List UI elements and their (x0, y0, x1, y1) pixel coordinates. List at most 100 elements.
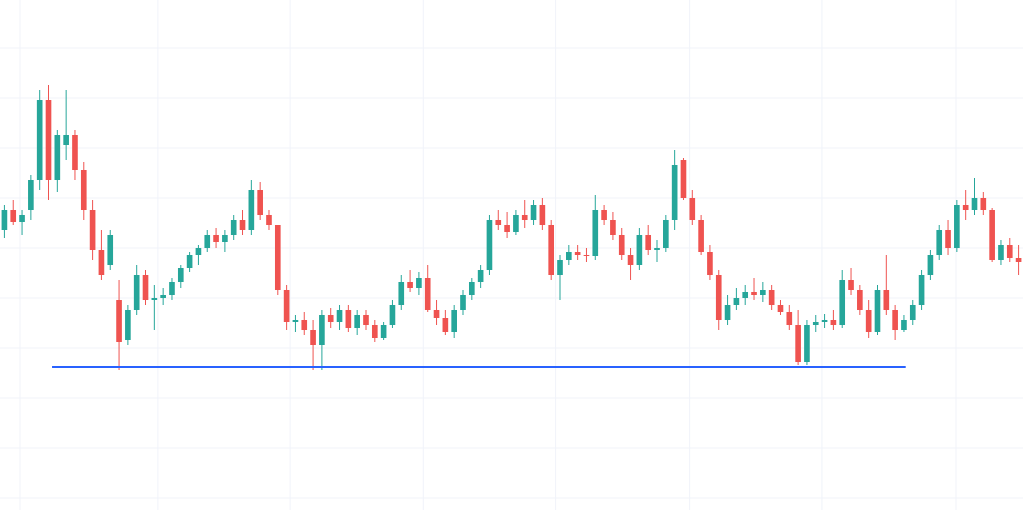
candle-body (698, 220, 704, 252)
candle-body (1015, 258, 1022, 262)
candle-body (636, 235, 643, 265)
candle-body (442, 318, 449, 332)
candle-body (45, 100, 52, 180)
candle-body (345, 310, 352, 328)
candle-body (310, 330, 316, 345)
candle-body (28, 180, 34, 210)
candle-body (116, 300, 122, 342)
candle-body (80, 170, 87, 210)
candle-body (918, 275, 925, 305)
candle-body (954, 205, 960, 248)
candle-body (980, 198, 987, 210)
candle-body (989, 210, 995, 260)
candle-body (151, 298, 158, 300)
candle-body (610, 220, 616, 235)
candle-body (19, 215, 25, 222)
candle-body (486, 220, 493, 270)
candle-body (301, 320, 308, 330)
candle-body (760, 290, 766, 295)
candle-body (618, 235, 625, 255)
candle-body (363, 315, 369, 325)
candle-body (936, 230, 943, 255)
candle-body (574, 252, 581, 255)
candle-body (795, 325, 801, 362)
candle-body (998, 245, 1004, 260)
candle-body (186, 255, 193, 268)
candle-body (63, 135, 69, 145)
candle-body (548, 225, 555, 275)
candle-body (460, 295, 466, 310)
candle-body (557, 260, 563, 275)
candle-body (971, 198, 978, 210)
candle-body (812, 322, 819, 325)
candle-body (398, 282, 405, 305)
candle-body (36, 100, 43, 180)
candle-body (671, 165, 678, 220)
candle-body (371, 325, 378, 338)
candle-body (380, 325, 387, 338)
candle-body (513, 215, 519, 232)
candle-body (477, 270, 484, 282)
candle-body (874, 290, 881, 332)
candle-body (133, 275, 140, 310)
candle-body (451, 310, 457, 332)
candle-body (89, 210, 96, 250)
candle-body (592, 210, 599, 256)
candle-body (433, 310, 440, 318)
candle-body (327, 315, 334, 322)
candle-body (733, 298, 740, 305)
candle-body (319, 315, 325, 345)
candle-body (786, 312, 793, 325)
candle-body (204, 235, 211, 248)
candle-body (865, 310, 872, 332)
candle-body (504, 225, 510, 232)
candle-body (901, 320, 907, 330)
candle-body (213, 235, 219, 242)
candle-body (1006, 245, 1013, 258)
candle-body (962, 205, 969, 210)
candle-body (654, 248, 660, 250)
candle-body (742, 292, 749, 298)
candle-body (257, 190, 263, 215)
candle-body (407, 282, 413, 288)
candle-body (724, 305, 731, 320)
candle-body (222, 235, 228, 242)
candle-body (54, 135, 61, 180)
candle-body (768, 290, 775, 305)
candle-body (927, 255, 934, 275)
candle-body (336, 310, 343, 322)
candle-body (627, 255, 634, 265)
candle-body (689, 198, 696, 220)
candle-body (601, 210, 607, 220)
candle-body (945, 230, 951, 248)
candle-body (821, 320, 828, 322)
candle-body (848, 280, 854, 290)
candle-body (230, 220, 237, 235)
candle-body (857, 290, 863, 310)
candle-body (354, 315, 360, 328)
candle-body (416, 278, 422, 288)
candle-body (389, 305, 396, 325)
candle-body (521, 215, 528, 220)
candle-body (495, 220, 502, 225)
candle-body (715, 275, 722, 320)
candle-body (10, 210, 17, 222)
candle-body (125, 310, 131, 340)
candle-body (98, 250, 105, 275)
candle-body (177, 268, 184, 282)
candle-body (292, 320, 299, 322)
candle-body (160, 295, 166, 298)
candle-body (424, 278, 431, 310)
candle-body (830, 320, 837, 325)
candle-body (680, 160, 687, 198)
candle-body (468, 282, 475, 295)
candle-body (566, 252, 572, 260)
candle-body (248, 190, 255, 230)
candle-body (892, 310, 898, 330)
candle-body (142, 275, 149, 300)
candle-body (274, 225, 281, 290)
candle-body (283, 290, 290, 322)
candle-body (663, 220, 669, 248)
candle-body (707, 252, 713, 275)
